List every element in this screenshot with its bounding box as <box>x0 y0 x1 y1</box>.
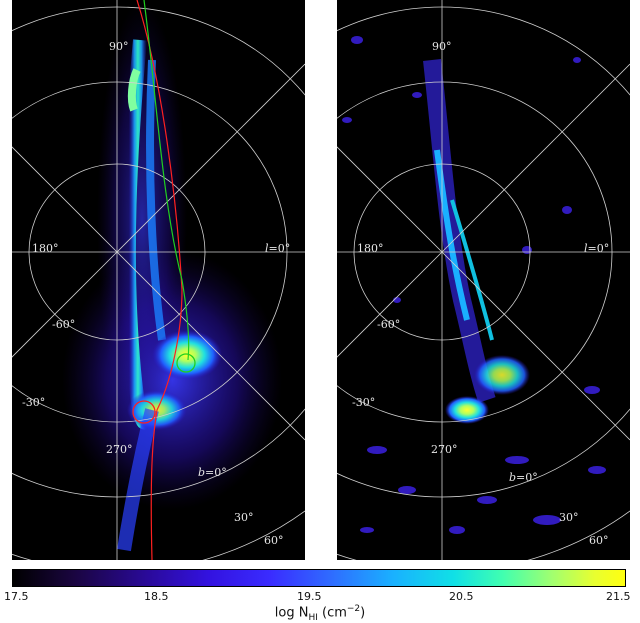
label-lon-270: 270° <box>431 443 458 456</box>
coordinate-grid <box>12 0 305 560</box>
colorbar-tick: 21.5 <box>606 590 631 603</box>
label-lon-0: l=0° <box>584 242 610 255</box>
green-circle-marker <box>176 353 196 373</box>
label-lon-270: 270° <box>106 443 133 456</box>
label-lat-minus-60: -60° <box>377 318 401 331</box>
label-lat-90: 90° <box>109 40 129 53</box>
stream-head <box>127 68 141 112</box>
label-lat-30: 30° <box>559 511 579 524</box>
label-lon-180: 180° <box>32 242 59 255</box>
label-lon-0: l=0° <box>265 242 291 255</box>
left-map-panel: 90° 180° l=0° -60° -30° 270° b=0° 30° 60… <box>12 0 305 560</box>
colorbar-tick: 20.5 <box>449 590 474 603</box>
smc-cloud <box>445 396 489 424</box>
lmc-cloud <box>152 330 222 380</box>
right-map-panel: 90° 180° l=0° -60° -30° 270° b=0° 30° 60… <box>337 0 630 560</box>
label-b-0: b=0° <box>509 471 538 484</box>
coordinate-grid <box>337 0 630 560</box>
left-map-svg <box>12 0 305 560</box>
leading-arm <box>117 408 159 552</box>
stream-filament-b <box>146 59 166 341</box>
label-lat-minus-30: -30° <box>352 396 376 409</box>
red-circle-marker <box>132 400 156 424</box>
colorbar-tick: 17.5 <box>4 590 29 603</box>
right-map-svg <box>337 0 630 560</box>
orbit-green-line <box>143 0 190 361</box>
label-b-0: b=0° <box>198 466 227 479</box>
stream-filament-core <box>434 149 470 321</box>
label-lat-60: 60° <box>264 534 284 547</box>
colorbar <box>12 569 626 587</box>
label-lat-60: 60° <box>589 534 609 547</box>
lmc-cloud <box>474 355 530 395</box>
colorbar-tick: 19.5 <box>297 590 322 603</box>
label-lon-180: 180° <box>357 242 384 255</box>
label-lat-minus-30: -30° <box>22 396 46 409</box>
orbit-red-line <box>136 0 183 560</box>
colorbar-axis-label: log NHI (cm−2) <box>274 604 366 623</box>
label-lat-90: 90° <box>432 40 452 53</box>
label-lat-30: 30° <box>234 511 254 524</box>
stream-filament-side <box>450 199 494 341</box>
scattered-clumps <box>342 36 606 534</box>
label-lat-minus-60: -60° <box>52 318 76 331</box>
colorbar-tick: 18.5 <box>144 590 169 603</box>
